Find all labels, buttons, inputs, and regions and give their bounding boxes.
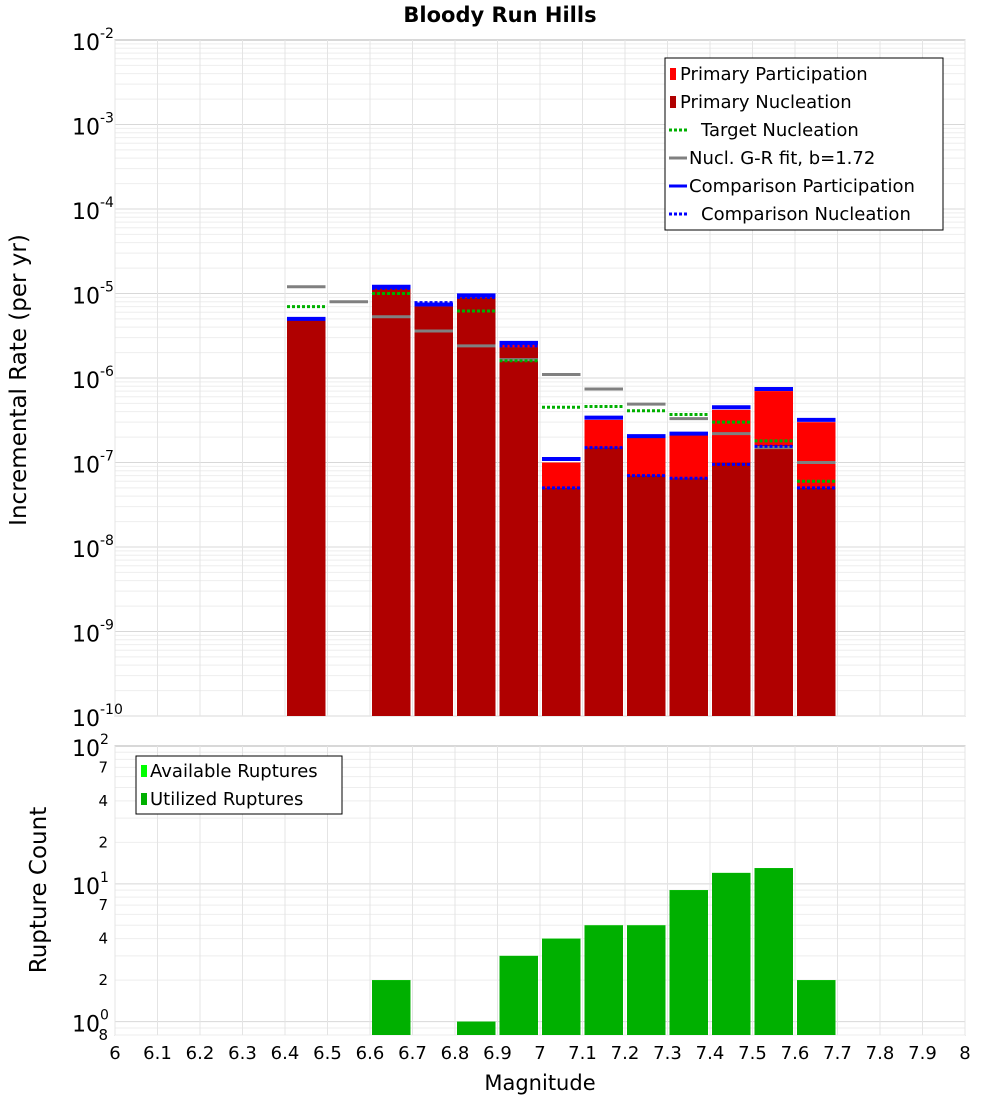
x-tick-label: 7.2: [611, 1043, 640, 1064]
top-y-axis-label: Incremental Rate (per yr): [6, 234, 32, 526]
x-tick-label: 6.1: [143, 1043, 172, 1064]
legend-label: Nucl. G-R fit, b=1.72: [689, 148, 875, 169]
x-tick-label: 6.3: [228, 1043, 257, 1064]
utilized-ruptures-bar: [754, 868, 793, 1035]
utilized-ruptures-bar: [457, 1021, 496, 1035]
bottom-y-tick-label: 101: [72, 870, 109, 900]
x-tick-label: 6.2: [186, 1043, 215, 1064]
legend-label: Target Nucleation: [700, 120, 859, 141]
x-tick-label: 7.3: [653, 1043, 682, 1064]
primary-nucleation-bar: [542, 487, 581, 716]
x-tick-label: 7.1: [568, 1043, 597, 1064]
legend-label: Available Ruptures: [150, 761, 318, 782]
legend-label: Comparison Nucleation: [701, 204, 911, 225]
top-legend-box: [664, 57, 944, 231]
primary-nucleation-bar: [712, 462, 751, 716]
x-tick-label: 6: [109, 1043, 120, 1064]
primary-nucleation-bar: [287, 320, 326, 716]
x-tick-label: 7: [534, 1043, 545, 1064]
bottom-y-minor-tick-label: 4: [98, 792, 108, 810]
utilized-ruptures-bar: [372, 980, 411, 1035]
utilized-ruptures-bar: [542, 938, 581, 1035]
bottom-y-minor-tick-label: 7: [98, 896, 108, 914]
legend-label: Primary Nucleation: [680, 92, 852, 113]
primary-nucleation-bar: [372, 288, 411, 716]
x-tick-label: 7.9: [908, 1043, 937, 1064]
top-y-tick-label: 10-9: [72, 618, 114, 648]
bottom-y-minor-tick-label: 2: [98, 833, 108, 851]
bottom-y-minor-tick-label: 7: [98, 758, 108, 776]
top-y-tick-label: 10-10: [72, 702, 123, 732]
x-tick-label: 7.7: [823, 1043, 852, 1064]
x-tick-label: 7.4: [696, 1043, 725, 1064]
bottom-y-tick-label: 102: [72, 732, 109, 762]
primary-nucleation-bar: [797, 487, 836, 716]
x-tick-label: 6.9: [483, 1043, 512, 1064]
primary-nucleation-bar: [669, 478, 708, 716]
primary-nucleation-bar: [499, 347, 538, 716]
bottom-y-minor-tick-label: 2: [98, 971, 108, 989]
bottom-y-axis-label: Rupture Count: [26, 807, 52, 973]
utilized-ruptures-bar: [584, 925, 623, 1035]
bottom-legend-box: [135, 755, 343, 815]
utilized-ruptures-bar: [627, 925, 666, 1035]
primary-nucleation-bar: [414, 306, 453, 716]
top-y-tick-label: 10-8: [72, 533, 114, 563]
top-y-tick-label: 10-4: [72, 195, 114, 225]
x-tick-label: 7.8: [866, 1043, 895, 1064]
utilized-ruptures-bar: [669, 890, 708, 1035]
x-tick-label: 6.6: [356, 1043, 385, 1064]
x-tick-label: 7.5: [738, 1043, 767, 1064]
utilized-ruptures-bar: [797, 980, 836, 1035]
primary-nucleation-bar: [584, 447, 623, 716]
bottom-y-minor-tick-label: 8: [98, 1026, 108, 1044]
x-tick-label: 6.5: [313, 1043, 342, 1064]
chart-title: Bloody Run Hills: [403, 3, 596, 27]
bottom-y-minor-tick-label: 4: [98, 930, 108, 948]
primary-nucleation-bar: [754, 445, 793, 716]
primary-nucleation-bar: [627, 475, 666, 716]
legend-swatch: [141, 793, 147, 805]
utilized-ruptures-bar: [499, 955, 538, 1035]
x-tick-label: 6.4: [271, 1043, 300, 1064]
legend-swatch: [670, 96, 676, 108]
top-y-tick-label: 10-5: [72, 280, 114, 310]
x-tick-label: 8: [959, 1043, 970, 1064]
x-tick-label: 7.6: [781, 1043, 810, 1064]
bottom-y-tick-label: 100: [72, 1008, 109, 1038]
legend-label: Utilized Ruptures: [150, 789, 303, 810]
legend-swatch: [141, 765, 147, 777]
legend-label: Comparison Participation: [689, 176, 915, 197]
primary-nucleation-bar: [457, 297, 496, 716]
utilized-ruptures-bar: [712, 872, 751, 1035]
x-tick-label: 6.7: [398, 1043, 427, 1064]
legend-label: Primary Participation: [680, 64, 868, 85]
top-y-tick-label: 10-6: [72, 364, 114, 394]
x-tick-label: 6.8: [441, 1043, 470, 1064]
top-y-tick-label: 10-2: [72, 26, 114, 56]
legend-swatch: [670, 68, 676, 80]
top-y-tick-label: 10-3: [72, 111, 114, 141]
top-y-tick-label: 10-7: [72, 449, 114, 479]
x-axis-label: Magnitude: [484, 1071, 595, 1095]
